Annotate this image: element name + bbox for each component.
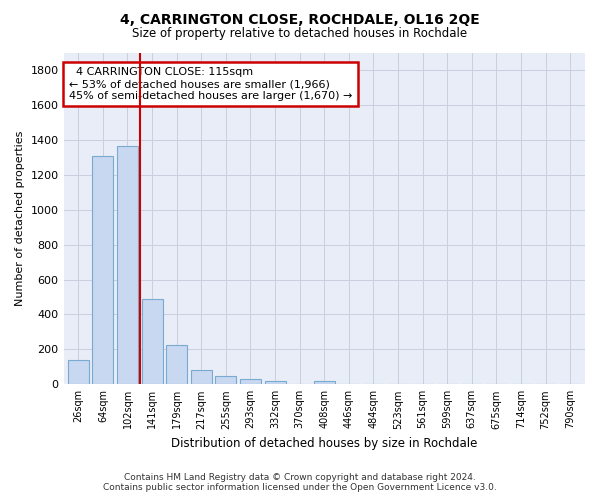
Bar — [142, 298, 163, 384]
Bar — [215, 376, 236, 384]
Bar — [117, 146, 138, 384]
Text: Contains HM Land Registry data © Crown copyright and database right 2024.
Contai: Contains HM Land Registry data © Crown c… — [103, 473, 497, 492]
Bar — [265, 381, 286, 384]
X-axis label: Distribution of detached houses by size in Rochdale: Distribution of detached houses by size … — [171, 437, 478, 450]
Bar — [240, 380, 261, 384]
Bar — [191, 370, 212, 384]
Text: 4, CARRINGTON CLOSE, ROCHDALE, OL16 2QE: 4, CARRINGTON CLOSE, ROCHDALE, OL16 2QE — [120, 12, 480, 26]
Y-axis label: Number of detached properties: Number of detached properties — [15, 130, 25, 306]
Text: Size of property relative to detached houses in Rochdale: Size of property relative to detached ho… — [133, 28, 467, 40]
Bar — [314, 381, 335, 384]
Bar — [92, 156, 113, 384]
Bar — [68, 360, 89, 384]
Text: 4 CARRINGTON CLOSE: 115sqm
← 53% of detached houses are smaller (1,966)
45% of s: 4 CARRINGTON CLOSE: 115sqm ← 53% of deta… — [69, 68, 352, 100]
Bar — [166, 345, 187, 385]
